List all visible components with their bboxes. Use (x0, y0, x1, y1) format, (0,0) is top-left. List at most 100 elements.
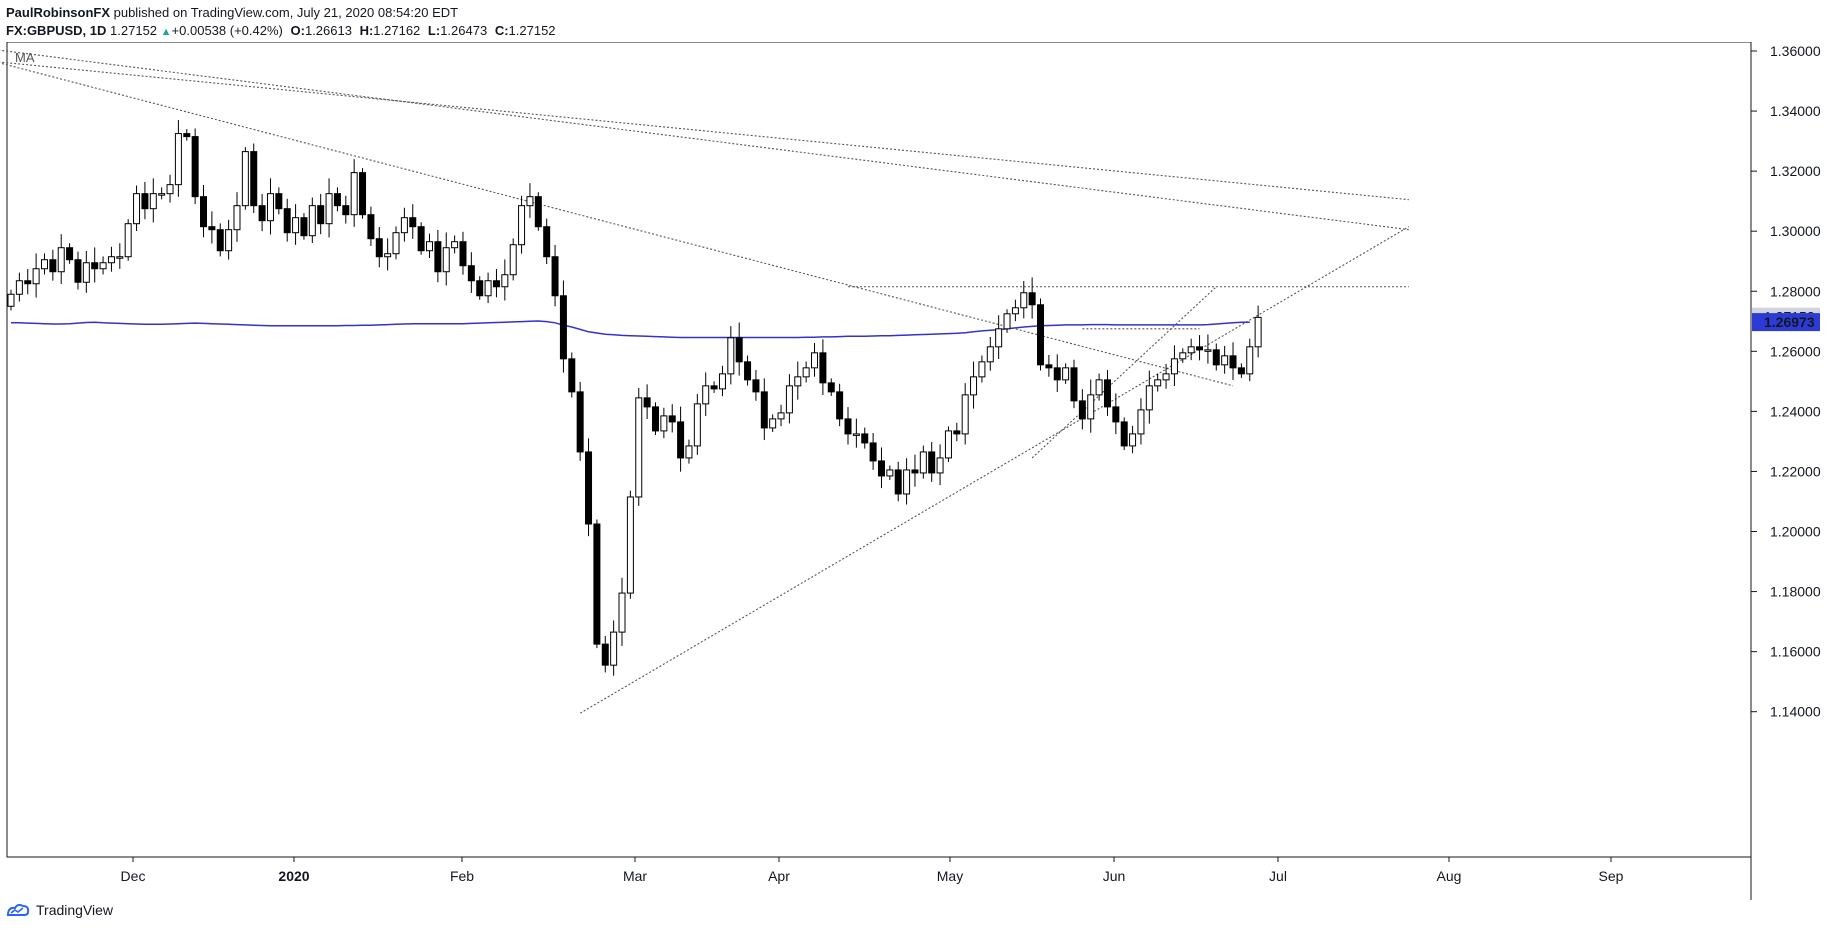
candle-body (568, 358, 576, 393)
candle-body (1003, 313, 1011, 330)
candle-body (400, 217, 408, 234)
candle-body (476, 280, 484, 297)
y-tick-label: 1.14000 (1770, 704, 1821, 720)
candle-body (836, 391, 844, 420)
candle-body (241, 151, 249, 207)
candle-body (141, 193, 149, 210)
candle-body (777, 412, 785, 420)
candle-body (576, 391, 584, 453)
trendline[interactable] (0, 62, 1234, 387)
header-line-1: PaulRobinsonFX published on TradingView.… (6, 4, 556, 22)
candle-body (325, 193, 333, 225)
trendlines[interactable] (0, 49, 1410, 714)
candle-body (158, 193, 166, 196)
candle-body (442, 247, 450, 273)
y-tick-label: 1.18000 (1770, 584, 1821, 600)
candle-body (903, 469, 911, 495)
y-tick-label: 1.30000 (1770, 223, 1821, 239)
candle-body (40, 259, 48, 270)
candle-body (785, 385, 793, 414)
up-arrow-icon: ▲ (160, 26, 172, 38)
trendline[interactable] (579, 226, 1410, 714)
candle-body (174, 133, 182, 186)
candle-body (57, 247, 65, 273)
candle-body (1120, 421, 1128, 447)
candle-body (99, 262, 107, 270)
candle-body (116, 256, 124, 259)
candle-body (7, 293, 15, 307)
candle-body (886, 469, 894, 477)
candle-body (928, 451, 936, 474)
candle-body (1028, 292, 1036, 306)
plot-area[interactable] (6, 42, 1752, 858)
trendline[interactable] (0, 49, 1409, 231)
author-name[interactable]: PaulRobinsonFX (6, 5, 110, 20)
candle-body (32, 268, 40, 285)
candle-body (1229, 355, 1237, 369)
trendline[interactable] (1031, 286, 1217, 459)
candle-body (844, 418, 852, 435)
indicator-label[interactable]: MA (15, 50, 35, 65)
y-tick-label: 1.28000 (1770, 283, 1821, 299)
candle-body (702, 385, 710, 405)
candle-body (24, 280, 32, 285)
candle-body (978, 361, 986, 378)
candle-body (434, 241, 442, 273)
candle-body (668, 415, 676, 423)
candle-body (1204, 349, 1212, 352)
candle-body (1103, 379, 1111, 408)
candle-body (802, 367, 810, 378)
price-axis[interactable]: 1.36000 1.34000 1.32000 1.30000 1.28000 1.260… (1751, 43, 1821, 720)
candle-body (1254, 316, 1262, 348)
candle-body (200, 196, 208, 228)
candle-body (501, 274, 509, 288)
trendline[interactable] (0, 61, 1409, 201)
candle-body (1154, 379, 1162, 387)
price-tag-label: 1.26973 (1764, 314, 1815, 330)
close-value: 1.27152 (508, 23, 556, 38)
candle-body (82, 262, 90, 283)
candle-body (1246, 346, 1254, 375)
candle-body (283, 208, 291, 234)
time-axis[interactable]: Dec 2020 Feb Mar Apr May Jun Jul Aug Sep (121, 857, 1624, 884)
symbol-label[interactable]: FX:GBPUSD, 1D (6, 23, 107, 38)
y-tick-label: 1.24000 (1770, 403, 1821, 419)
candle-body (869, 442, 877, 462)
candle-body (1037, 304, 1045, 366)
candle-body (744, 361, 752, 381)
candle-body (794, 376, 802, 387)
candles (7, 120, 1262, 676)
candle-body (300, 217, 308, 237)
candle-body (1187, 346, 1195, 354)
candle-body (1170, 358, 1178, 375)
candle-body (1179, 352, 1187, 360)
candle-body (961, 394, 969, 435)
open-value: 1.26613 (304, 23, 352, 38)
close-label: C: (494, 23, 509, 38)
candle-body (1196, 346, 1204, 351)
x-tick-label: Sep (1599, 868, 1624, 884)
candle-body (861, 433, 869, 444)
y-tick-label: 1.34000 (1770, 103, 1821, 119)
candle-body (986, 346, 994, 363)
x-tick-label: Dec (121, 868, 146, 884)
price-chart[interactable]: MA 1.360001.340001.320001.300001.280001.… (0, 42, 1828, 900)
candle-body (601, 643, 609, 666)
x-tick-label: Feb (450, 868, 474, 884)
candle-body (359, 172, 367, 216)
candle-body (735, 337, 743, 363)
high-label: H: (359, 23, 374, 38)
high-value: 1.27162 (373, 23, 421, 38)
candle-body (149, 193, 157, 210)
candle-body (1020, 292, 1028, 309)
candle-body (317, 205, 325, 225)
candle-body (752, 379, 760, 393)
y-tick-label: 1.16000 (1770, 644, 1821, 660)
candle-body (451, 241, 459, 249)
tradingview-brand[interactable]: TradingView (36, 902, 114, 918)
last-price: 1.27152 (110, 23, 158, 38)
tradingview-logo-icon[interactable] (6, 903, 30, 917)
candle-body (1237, 367, 1245, 375)
candle-body (1221, 355, 1229, 366)
price-tags: 1.271521.26973 (1752, 307, 1820, 332)
